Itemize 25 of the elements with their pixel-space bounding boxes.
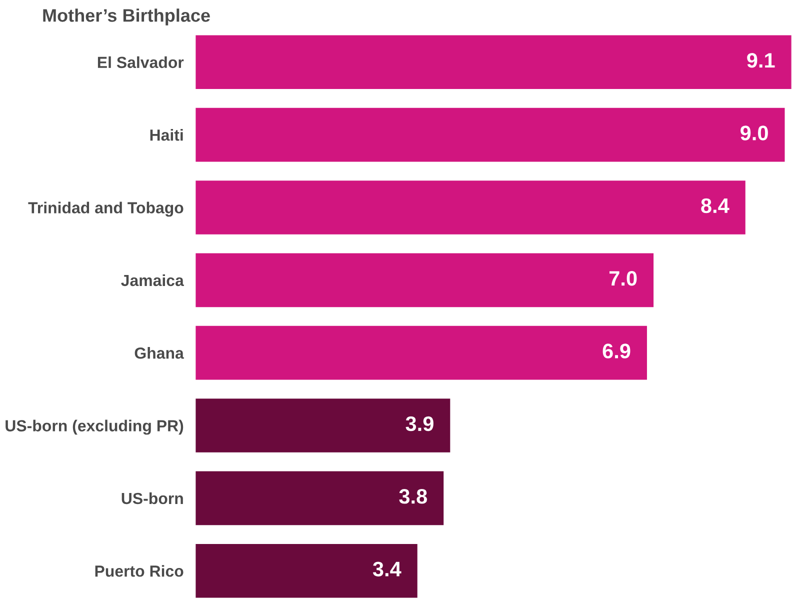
data-label: 9.1 (747, 52, 775, 68)
bar (195, 324, 648, 382)
data-label: 8.4 (701, 198, 730, 214)
y-tick-label: Haiti (150, 129, 183, 141)
bar (195, 179, 747, 236)
y-tick-label: Puerto Rico (95, 565, 184, 577)
y-tick-label: US-born (122, 492, 183, 504)
bar (195, 470, 445, 526)
data-label: 3.4 (372, 562, 402, 576)
bar (195, 34, 792, 90)
data-label: 7.0 (610, 271, 637, 286)
y-tick-label: El Salvador (98, 56, 184, 68)
data-label: 9.0 (740, 126, 768, 140)
bar (195, 542, 419, 600)
y-tick-label: Jamaica (121, 274, 184, 286)
y-axis-title: Mother’s Birthplace (43, 8, 210, 26)
bar (195, 252, 655, 308)
y-tick-label: US-born (excluding PR) (6, 420, 184, 435)
bar (195, 397, 452, 454)
bar (195, 106, 786, 164)
data-label: 3.8 (399, 489, 427, 504)
y-tick-label: Trinidad and Tobago (28, 202, 184, 217)
data-label: 3.9 (406, 416, 434, 432)
y-tick-label: Ghana (134, 347, 184, 359)
data-label: 6.9 (602, 344, 630, 358)
